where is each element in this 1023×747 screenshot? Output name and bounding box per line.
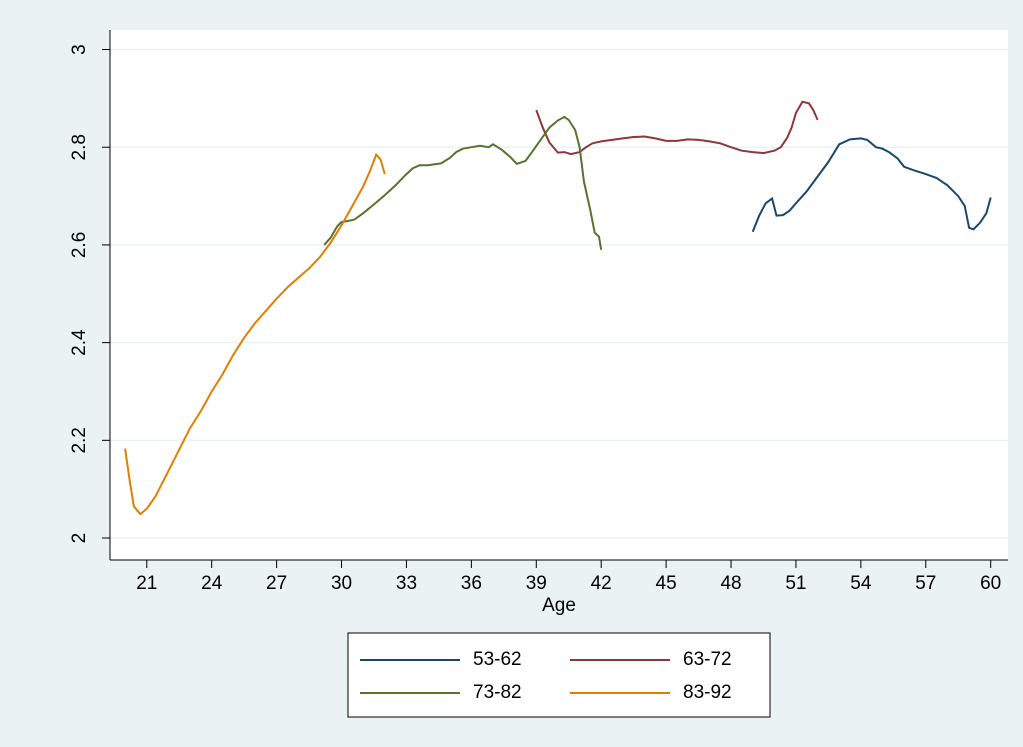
x-axis-label: Age bbox=[542, 595, 576, 616]
x-tick-label: 57 bbox=[915, 573, 936, 594]
x-tick-label: 60 bbox=[980, 573, 1001, 594]
y-tick-label: 2.2 bbox=[69, 427, 90, 453]
x-tick-label: 24 bbox=[201, 573, 223, 594]
y-tick-label: 2 bbox=[69, 533, 90, 544]
x-tick-label: 30 bbox=[331, 573, 352, 594]
x-tick-label: 42 bbox=[591, 573, 612, 594]
legend-label: 63-72 bbox=[683, 649, 732, 670]
legend-label: 53-62 bbox=[473, 649, 522, 670]
legend-label: 73-82 bbox=[473, 682, 522, 703]
x-tick-label: 27 bbox=[266, 573, 287, 594]
x-tick-label: 51 bbox=[785, 573, 806, 594]
x-tick-label: 54 bbox=[850, 573, 872, 594]
x-tick-label: 45 bbox=[656, 573, 677, 594]
x-tick-label: 39 bbox=[526, 573, 547, 594]
x-tick-label: 33 bbox=[396, 573, 417, 594]
x-tick-label: 36 bbox=[461, 573, 482, 594]
y-tick-label: 2.4 bbox=[69, 329, 90, 356]
legend-label: 83-92 bbox=[683, 682, 732, 703]
series-line bbox=[124, 152, 386, 516]
y-tick-label: 3 bbox=[69, 44, 90, 55]
series-line bbox=[751, 137, 992, 233]
series-line bbox=[535, 100, 819, 156]
y-tick-label: 2.6 bbox=[69, 232, 90, 258]
plot-area bbox=[110, 30, 1008, 560]
x-tick-label: 21 bbox=[136, 573, 157, 594]
x-tick-label: 48 bbox=[720, 573, 741, 594]
legend bbox=[347, 632, 771, 718]
y-tick-label: 2.8 bbox=[69, 134, 90, 160]
series-line bbox=[323, 115, 603, 250]
